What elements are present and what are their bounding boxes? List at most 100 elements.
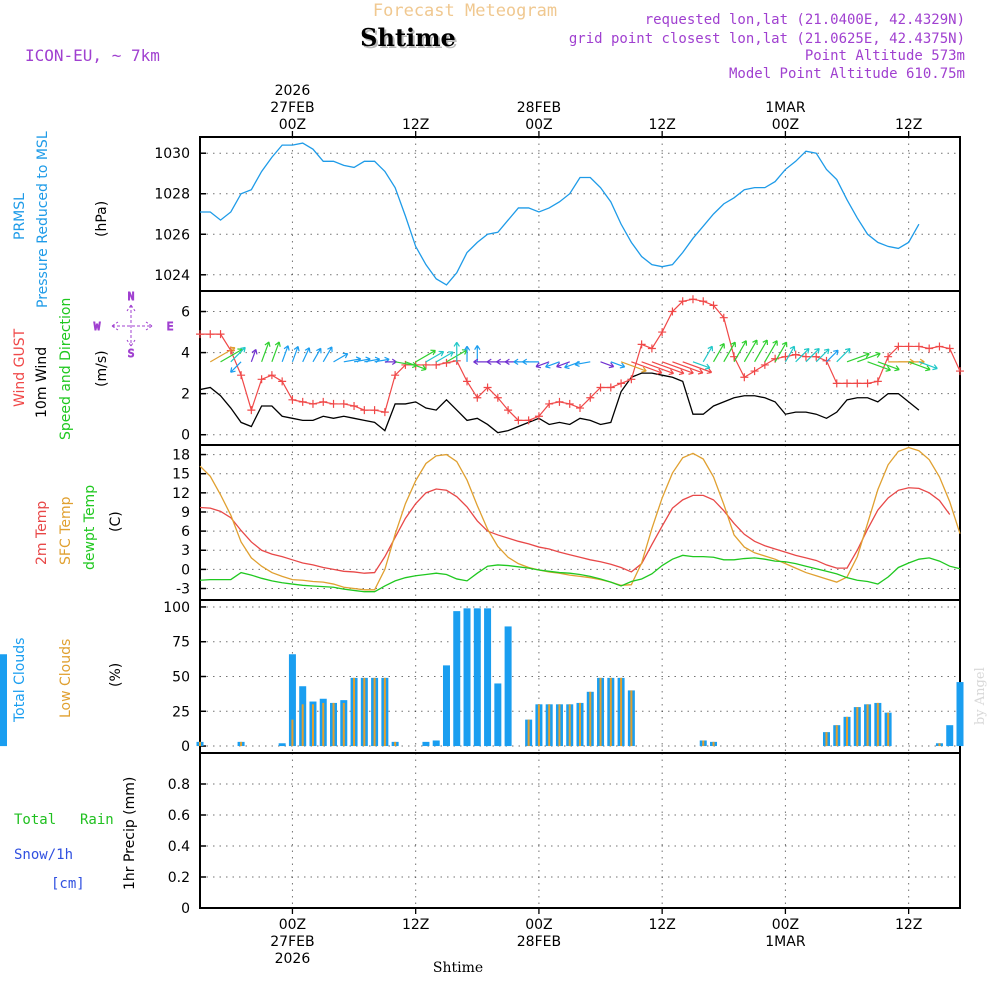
wind-direction-arrow [805, 347, 820, 363]
wind-direction-arrow [754, 339, 769, 363]
wind-direction-arrow [322, 346, 333, 363]
compass-s: S [128, 347, 135, 360]
wind-direction-arrow [473, 358, 488, 366]
gust-marker [586, 393, 595, 402]
gust-marker [606, 383, 615, 392]
total-cloud-bar [494, 683, 502, 747]
time-label: 00Z [772, 117, 799, 133]
wind-direction-arrow [651, 361, 685, 376]
ytick-label: 1030 [154, 146, 190, 162]
wind-direction-arrow [733, 340, 748, 363]
ytick-label: 0 [181, 428, 190, 444]
pressure-label-2: Pressure Reduced to MSL [35, 131, 51, 308]
low-cloud-bar [240, 741, 243, 747]
point-altitude: Point Altitude 573m [805, 48, 965, 64]
gust-marker [627, 375, 636, 384]
gust-marker [760, 360, 769, 369]
ytick-label: 4 [181, 346, 190, 362]
gust-marker [791, 350, 800, 359]
gust-marker [945, 344, 954, 353]
gust-marker [493, 393, 502, 402]
footer-location: Shtime [433, 960, 483, 976]
gust-marker [822, 356, 831, 365]
gust-marker [925, 344, 934, 353]
gust-marker [647, 344, 656, 353]
gust-marker [904, 342, 913, 351]
wind-direction-arrow [302, 347, 311, 363]
wind-direction-arrow [795, 347, 810, 363]
gust-marker [668, 307, 677, 316]
gust-marker [442, 358, 451, 367]
time-label: 12Z [402, 117, 429, 133]
wind-direction-arrow [281, 345, 290, 363]
time-label: 00Z [525, 117, 552, 133]
wind-direction-arrow [764, 340, 778, 363]
compass-n: N [128, 290, 135, 303]
low-cloud-bar [702, 740, 705, 747]
wind-direction-arrow [261, 341, 271, 363]
total-cloud-bar [442, 665, 450, 747]
ytick-label: 3 [181, 543, 190, 559]
gust-marker [288, 395, 297, 404]
time-label: 12Z [648, 917, 675, 933]
precip-total-label: Total [14, 812, 56, 828]
wind-direction-arrow [743, 339, 758, 363]
gust-marker [196, 330, 204, 339]
ytick-label: -3 [176, 582, 190, 598]
gust-marker [380, 408, 389, 417]
precip-snow-unit: [cm] [51, 876, 85, 892]
gust-marker [812, 352, 821, 361]
ytick-label: 0.2 [168, 870, 190, 886]
wind-direction-arrow [692, 361, 711, 370]
wind-direction-arrow [230, 361, 242, 373]
gust-marker [894, 342, 903, 351]
requested-coords: requested lon,lat (21.0400E, 42.4329N) [645, 12, 965, 28]
series-sfc-temp [199, 446, 961, 591]
low-cloud-bar [394, 741, 397, 747]
low-cloud-bar [876, 702, 879, 747]
gust-marker [565, 399, 574, 408]
panel-5: 0 0.2 0.4 0.6 0.8 [168, 752, 961, 917]
low-cloud-bar [887, 712, 890, 747]
gust-marker [514, 416, 523, 425]
wind-unit: (m/s) [94, 350, 110, 387]
ytick-label: 1026 [154, 227, 190, 243]
wind-direction-arrow [846, 352, 870, 363]
wind-direction-arrow [209, 346, 236, 363]
gust-marker [699, 297, 708, 306]
model-altitude: Model Point Altitude 610.75m [729, 66, 965, 82]
time-label: 00Z [525, 917, 552, 933]
total-cloud-bar [288, 654, 296, 747]
gust-marker [617, 379, 626, 388]
gust-marker [319, 397, 328, 406]
temp-dew-label: dewpt Temp [82, 485, 98, 570]
gust-marker [750, 367, 759, 376]
series-dewpt [199, 554, 961, 593]
ytick-label: 12 [172, 486, 190, 502]
compass-icon: N S W E [93, 290, 174, 361]
ytick-label: 6 [181, 524, 190, 540]
ytick-label: 50 [172, 670, 190, 686]
low-cloud-bar [712, 741, 715, 747]
wind-direction-arrow [535, 361, 550, 369]
wind-direction-arrow [908, 361, 931, 372]
ytick-label: 2 [181, 387, 190, 403]
time-label: 00Z [772, 917, 799, 933]
panel-frame [199, 136, 961, 292]
low-cloud-bar [835, 725, 838, 747]
gust-marker [421, 360, 430, 369]
time-label: 2026 [275, 83, 311, 99]
gust-marker [329, 399, 338, 408]
gust-marker [534, 412, 543, 421]
wind-direction-arrow [291, 345, 300, 363]
ytick-label: 0.6 [168, 808, 190, 824]
wind-direction-arrow [600, 361, 615, 369]
time-label: 00Z [279, 117, 306, 133]
wind-gust-label: Wind GUST [12, 328, 28, 407]
low-cloud-bar [620, 677, 623, 747]
low-cloud-bar [866, 704, 869, 747]
low-cloud-bar [373, 677, 376, 747]
wind-direction-arrow [620, 361, 647, 373]
gridpoint-coords: grid point closest lon,lat (21.0625E, 42… [569, 31, 965, 47]
